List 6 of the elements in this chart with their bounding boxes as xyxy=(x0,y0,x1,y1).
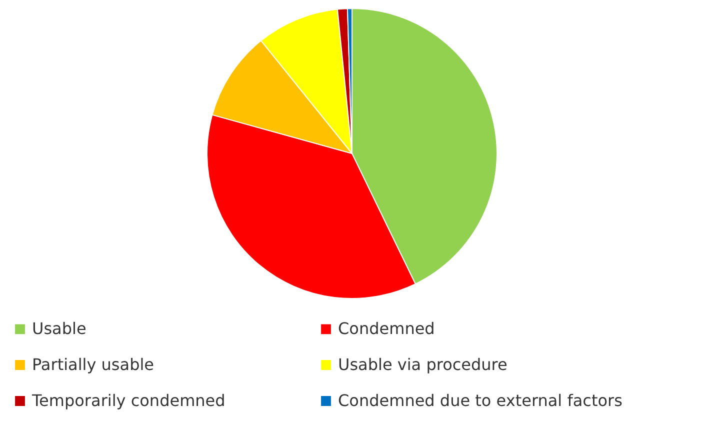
legend-label: Usable via procedure xyxy=(338,355,508,374)
legend-label: Temporarily condemned xyxy=(31,391,226,410)
legend-label: Condemned due to external factors xyxy=(338,391,622,410)
legend-label: Condemned xyxy=(338,319,435,338)
legend-label: Partially usable xyxy=(32,355,154,374)
legend-label: Usable xyxy=(32,319,86,338)
